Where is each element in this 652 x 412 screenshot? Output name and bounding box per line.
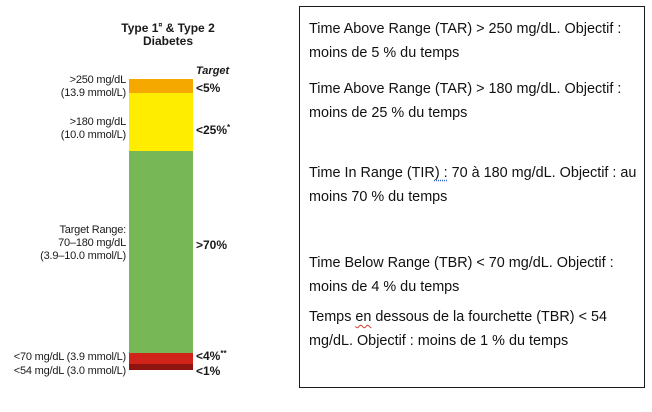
target-pct-below-54-value: <1% [196,364,221,378]
range-label-target-title: Target Range: [59,224,127,236]
target-pct-above-180-sup: * [227,123,231,132]
target-pct-above-250-value: <5% [196,81,221,95]
text-tbr-54-part2: en [355,309,372,325]
bar-segment-below-54 [129,364,193,370]
bar-segment-below-70 [129,353,193,364]
figure-title-sup: ¤ [158,22,163,29]
range-label-above-250: >250 mg/dL (13.9 mmol/L) [61,74,126,100]
range-label-target-mmol: (3.9–10.0 mmol/L) [40,250,126,262]
explanation-textbox[interactable]: Time Above Range (TAR) > 250 mg/dL. Obje… [299,6,645,388]
target-pct-above-180: <25%* [196,123,230,137]
range-label-above-250-mmol: (13.9 mmol/L) [60,87,126,99]
figure-title-line1: Type 1 [121,21,159,35]
target-pct-below-70-sup: ** [220,349,227,358]
range-label-above-250-mgdl: >250 mg/dL [69,74,127,86]
text-tir: Time In Range (TIR) : 70 à 180 mg/dL. Ob… [309,161,639,209]
bar-segment-above-250 [129,79,193,93]
target-pct-below-70: <4%** [196,349,227,363]
text-tir-part3: 70 à 180 mg/dL. Objectif : au moins 70 %… [309,165,637,205]
bar-segment-target-range [129,151,193,353]
figure-title-line1-suffix: & Type 2 [162,21,215,35]
target-pct-target-range: >70% [196,238,227,252]
bar-segment-above-180 [129,93,193,151]
target-pct-below-54: <1% [196,364,220,378]
range-label-below-54: <54 mg/dL (3.0 mmol/L) [13,365,126,377]
text-tir-part2: ) : [434,165,448,181]
target-column-header: Target [196,65,230,77]
range-label-target-mgdl: 70–180 mg/dL [58,237,126,249]
figure-title: Type 1¤ & Type 2 Diabetes [108,22,228,48]
text-tbr-54-part1: Temps [309,309,356,325]
text-tbr-54-part3: dessous de la fourchette (TBR) < 54 mg/d… [309,309,607,349]
text-tar-250: Time Above Range (TAR) > 250 mg/dL. Obje… [309,21,622,61]
range-label-above-180: >180 mg/dL (10.0 mmol/L) [61,116,126,142]
target-pct-above-250: <5% [196,81,220,95]
range-label-below-70: <70 mg/dL (3.9 mmol/L) [13,351,126,363]
range-label-above-180-mgdl: >180 mg/dL [69,116,127,128]
text-tar-180: Time Above Range (TAR) > 180 mg/dL. Obje… [309,81,622,121]
range-label-above-180-mmol: (10.0 mmol/L) [60,129,126,141]
glucose-targets-figure: Type 1¤ & Type 2 Diabetes Target >250 mg… [0,0,290,412]
figure-title-line2: Diabetes [142,34,194,48]
target-pct-target-range-value: >70% [196,238,228,252]
range-label-target: Target Range: 70–180 mg/dL (3.9–10.0 mmo… [40,224,126,263]
text-tbr-54: Temps en dessous de la fourchette (TBR) … [309,305,639,353]
target-pct-above-180-value: <25% [196,123,228,137]
text-tbr-70: Time Below Range (TBR) < 70 mg/dL. Objec… [309,255,614,295]
target-pct-below-70-value: <4% [196,349,221,363]
text-tir-part1: Time In Range (TIR [309,165,435,181]
